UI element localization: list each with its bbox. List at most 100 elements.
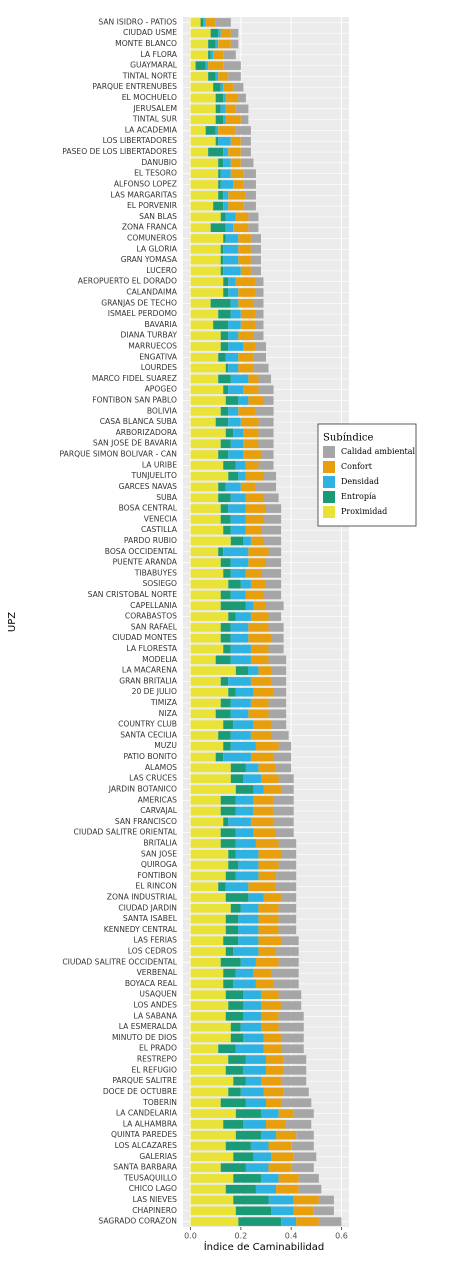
- bar-segment: [263, 515, 282, 524]
- bar-segment: [215, 115, 224, 124]
- y-tick-label: PARQUE SIMON BOLIVAR - CAN: [60, 450, 177, 459]
- bar-segment: [253, 968, 272, 978]
- bar-segment: [190, 979, 224, 989]
- bar-segment: [253, 352, 266, 362]
- y-tick-label: SAN FRANCISCO: [115, 817, 177, 826]
- bar-segment: [233, 1152, 254, 1162]
- bar-segment: [245, 515, 264, 524]
- bar-segment: [238, 925, 259, 935]
- bar-segment: [190, 147, 209, 157]
- bar-segment: [220, 677, 229, 686]
- bar-segment: [243, 1066, 266, 1075]
- bar-segment: [263, 471, 277, 481]
- bar-segment: [238, 1217, 282, 1226]
- bar-segment: [245, 1076, 261, 1086]
- bar-segment: [220, 806, 236, 816]
- bar-segment: [190, 72, 209, 81]
- y-tick-label: CARVAJAL: [140, 806, 178, 815]
- legend-label: Entropía: [341, 492, 377, 501]
- bar-segment: [238, 255, 251, 265]
- bar-segment: [230, 374, 249, 384]
- bar-segment: [281, 1217, 297, 1226]
- bar-segment: [190, 1152, 234, 1162]
- bar-segment: [235, 795, 254, 805]
- bar-segment: [230, 569, 246, 578]
- bar-segment: [240, 957, 256, 967]
- bar-segment: [276, 763, 292, 773]
- bar-segment: [228, 342, 244, 351]
- bar-segment: [281, 1098, 312, 1108]
- bar-segment: [268, 698, 287, 708]
- y-tick-label: CIUDAD MONTES: [112, 633, 177, 642]
- bar-segment: [190, 1141, 226, 1151]
- bar-segment: [220, 266, 224, 276]
- bar-segment: [253, 331, 264, 341]
- bar-segment: [225, 104, 236, 114]
- bar-segment: [245, 493, 264, 503]
- bar-segment: [208, 39, 216, 49]
- bar-segment: [243, 1120, 266, 1129]
- bar-segment: [238, 331, 254, 341]
- y-tick-label: CAPELLANIA: [130, 601, 178, 610]
- bar-segment: [240, 115, 249, 124]
- bar-segment: [223, 385, 229, 395]
- bar-segment: [248, 882, 277, 892]
- bar-segment: [225, 947, 234, 956]
- y-tick-label: LA URIBE: [142, 460, 177, 469]
- bar-segment: [240, 320, 256, 330]
- bar-segment: [213, 50, 224, 60]
- bar-segment: [230, 28, 239, 38]
- bar-segment: [195, 61, 206, 70]
- bar-segment: [240, 417, 259, 427]
- bar-segment: [250, 655, 269, 665]
- bar-segment: [230, 644, 251, 654]
- bar-segment: [271, 968, 299, 978]
- bar-segment: [190, 288, 224, 297]
- y-tick-label: SANTA CECILIA: [120, 730, 178, 739]
- bar-segment: [223, 115, 226, 124]
- bar-segment: [250, 644, 269, 654]
- bar-segment: [228, 1087, 241, 1097]
- bar-segment: [220, 515, 231, 524]
- bar-segment: [235, 1130, 261, 1140]
- y-tick-label: MONTE BLANCO: [115, 39, 177, 48]
- bar-segment: [230, 633, 249, 643]
- bar-segment: [225, 882, 249, 892]
- bar-segment: [203, 18, 206, 27]
- bar-segment: [293, 1206, 314, 1216]
- bar-segment: [218, 28, 221, 38]
- bar-segment: [190, 1044, 219, 1054]
- bar-segment: [253, 298, 264, 308]
- y-tick-label: CHAPINERO: [132, 1206, 177, 1215]
- legend-title: Subíndice: [323, 433, 374, 444]
- y-tick-label: MARCO FIDEL SUAREZ: [92, 374, 177, 383]
- bar-segment: [263, 396, 274, 405]
- bar-segment: [220, 331, 229, 341]
- bar-segment: [190, 223, 211, 232]
- bar-segment: [253, 363, 269, 373]
- bar-segment: [258, 439, 274, 449]
- bar-segment: [258, 936, 282, 946]
- bar-segment: [235, 666, 249, 675]
- bar-segment: [190, 1217, 239, 1226]
- bar-segment: [223, 979, 234, 989]
- y-tick-label: TEUSAQUILLO: [123, 1173, 177, 1182]
- y-tick-label: ALFONSO LOPEZ: [114, 179, 177, 188]
- x-tick-label: 0.6: [335, 1232, 348, 1241]
- x-tick-label: 0.4: [285, 1232, 298, 1241]
- bar-segment: [210, 50, 214, 60]
- bar-segment: [255, 839, 279, 848]
- bar-segment: [225, 1141, 251, 1151]
- bar-segment: [278, 957, 299, 967]
- bar-segment: [268, 644, 284, 654]
- bar-segment: [250, 255, 261, 265]
- y-tick-label: BAVARIA: [144, 320, 177, 329]
- y-tick-label: RESTREPO: [137, 1055, 177, 1064]
- bar-segment: [240, 579, 251, 589]
- bar-segment: [190, 785, 236, 794]
- y-tick-label: ALAMOS: [145, 763, 177, 772]
- bar-segment: [190, 450, 219, 459]
- bar-segment: [233, 82, 244, 92]
- bar-segment: [220, 504, 229, 513]
- bar-segment: [190, 968, 224, 978]
